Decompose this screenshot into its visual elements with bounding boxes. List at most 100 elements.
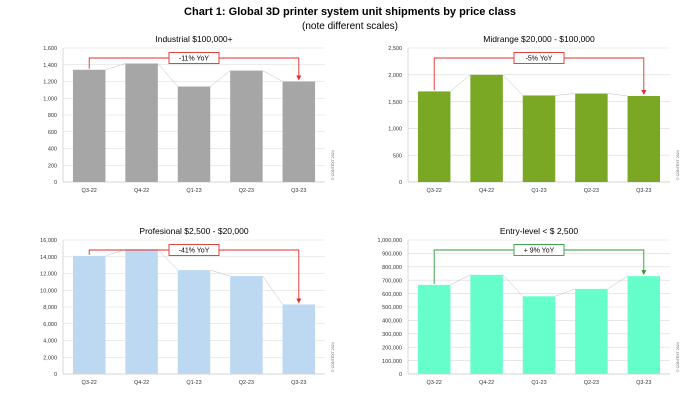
figure-title: Chart 1: Global 3D printer system unit s… bbox=[184, 6, 516, 18]
bar-q3-23 bbox=[627, 95, 661, 182]
y-tick-label: 500,000 bbox=[382, 305, 402, 311]
bar-q2-23 bbox=[230, 70, 263, 182]
y-tick-label: 0 bbox=[54, 372, 57, 378]
yoy-annotation-label: + 9% YoY bbox=[524, 248, 555, 255]
x-tick-label: Q3-23 bbox=[291, 188, 306, 194]
y-tick-label: 0 bbox=[54, 180, 57, 186]
bar-connector bbox=[157, 63, 178, 87]
bar-connector bbox=[555, 93, 576, 96]
yoy-annotation-label: -5% YoY bbox=[526, 56, 553, 63]
x-tick-label: Q4-22 bbox=[134, 380, 149, 386]
bar-q3-22 bbox=[72, 69, 106, 182]
bar-q3-22 bbox=[72, 255, 106, 374]
watermark-label: © CONTEXT 2024 bbox=[331, 150, 335, 180]
bar-connector bbox=[607, 93, 628, 97]
bar-connector bbox=[157, 249, 178, 271]
watermark-label: © CONTEXT 2024 bbox=[331, 342, 335, 372]
chart-panel-midrange: Midrange $20,000 - $100,000 0 500 1,000 1,50… bbox=[388, 34, 680, 194]
yoy-arrowhead bbox=[296, 75, 302, 81]
x-tick-label: Q3-22 bbox=[82, 380, 97, 386]
y-tick-label: 800,000 bbox=[382, 265, 402, 271]
figure-subtitle: (note different scales) bbox=[302, 21, 398, 32]
watermark-label: © CONTEXT 2024 bbox=[676, 150, 680, 180]
y-tick-label: 1,000 bbox=[388, 127, 402, 133]
x-tick-label: Q3-23 bbox=[636, 380, 651, 386]
y-tick-label: 600,000 bbox=[382, 292, 402, 298]
bar-q3-22 bbox=[417, 91, 451, 182]
y-tick-label: 4,000 bbox=[43, 339, 57, 345]
y-tick-label: 200,000 bbox=[382, 345, 402, 351]
y-tick-label: 14,000 bbox=[40, 255, 57, 261]
yoy-annotation-box bbox=[168, 52, 220, 64]
x-tick-label: Q4-22 bbox=[479, 188, 494, 194]
panel-title: Midrange $20,000 - $100,000 bbox=[483, 34, 595, 44]
x-tick-label: Q1-23 bbox=[186, 188, 201, 194]
x-tick-label: Q3-22 bbox=[427, 380, 442, 386]
chart-panel-industrial: Industrial $100,000+ 0 200 400 600 800 1,000 1,… bbox=[43, 34, 335, 194]
bar-q1-23 bbox=[522, 95, 556, 182]
y-tick-label: 400,000 bbox=[382, 319, 402, 325]
y-tick-label: 6,000 bbox=[43, 322, 57, 328]
yoy-arrowhead bbox=[296, 298, 302, 304]
x-tick-label: Q1-23 bbox=[186, 380, 201, 386]
bar-connector bbox=[210, 70, 231, 87]
bar-connector bbox=[262, 275, 283, 305]
x-tick-label: Q2-23 bbox=[239, 380, 254, 386]
y-tick-label: 500 bbox=[393, 153, 402, 159]
y-tick-label: 12,000 bbox=[40, 272, 57, 278]
y-tick-label: 1,400 bbox=[43, 63, 57, 69]
panel-title: Industrial $100,000+ bbox=[155, 34, 232, 44]
bar-q2-23 bbox=[230, 276, 263, 374]
y-tick-label: 16,000 bbox=[40, 238, 57, 244]
bar-q3-23 bbox=[627, 276, 661, 374]
bar-q1-23 bbox=[177, 270, 211, 374]
x-tick-label: Q3-23 bbox=[291, 380, 306, 386]
y-tick-label: 1,200 bbox=[43, 80, 57, 86]
x-tick-label: Q1-23 bbox=[531, 188, 546, 194]
bar-connector bbox=[262, 70, 283, 82]
yoy-annotation-box bbox=[168, 244, 220, 256]
y-tick-label: 200 bbox=[48, 163, 57, 169]
x-tick-label: Q3-22 bbox=[82, 188, 97, 194]
y-tick-label: 600 bbox=[48, 130, 57, 136]
y-tick-label: 0 bbox=[399, 180, 402, 186]
x-tick-label: Q4-22 bbox=[479, 380, 494, 386]
panel-title: Profesional $2,500 - $20,000 bbox=[139, 226, 248, 236]
y-tick-label: 800 bbox=[48, 113, 57, 119]
x-tick-label: Q2-23 bbox=[584, 380, 599, 386]
bar-q4-22 bbox=[125, 249, 158, 374]
y-tick-label: 10,000 bbox=[40, 288, 57, 294]
y-tick-label: 0 bbox=[399, 372, 402, 378]
x-tick-label: Q4-22 bbox=[134, 188, 149, 194]
x-tick-label: Q2-23 bbox=[584, 188, 599, 194]
chart-panel-entry-level: Entry-level < $ 2,500 0 100,000 200,000 300,… bbox=[378, 226, 680, 386]
bar-connector bbox=[450, 74, 471, 92]
y-tick-label: 1,000,000 bbox=[378, 238, 402, 244]
y-tick-label: 900,000 bbox=[382, 252, 402, 258]
y-tick-label: 300,000 bbox=[382, 332, 402, 338]
yoy-arrowhead bbox=[641, 89, 647, 95]
x-tick-label: Q3-22 bbox=[427, 188, 442, 194]
bar-q3-23 bbox=[282, 81, 316, 182]
y-tick-label: 1,000 bbox=[43, 96, 57, 102]
y-tick-label: 1,600 bbox=[43, 46, 57, 52]
bar-connector bbox=[105, 63, 126, 71]
chart-panel-professional: Profesional $2,500 - $20,000 0 2,000 4,000 6… bbox=[40, 226, 335, 386]
y-tick-label: 700,000 bbox=[382, 278, 402, 284]
bar-connector bbox=[502, 274, 523, 297]
bar-q4-22 bbox=[470, 274, 503, 374]
yoy-annotation-box bbox=[513, 52, 565, 64]
yoy-annotation-label: -11% YoY bbox=[179, 56, 210, 63]
panel-title: Entry-level < $ 2,500 bbox=[500, 226, 578, 236]
bar-q3-23 bbox=[282, 304, 316, 374]
bar-q2-23 bbox=[575, 93, 608, 182]
yoy-arrowhead bbox=[641, 270, 647, 276]
bar-q4-22 bbox=[470, 74, 503, 182]
y-tick-label: 1,500 bbox=[388, 100, 402, 106]
bar-q3-22 bbox=[417, 284, 451, 374]
watermark-label: © CONTEXT 2024 bbox=[676, 342, 680, 372]
bar-q1-23 bbox=[177, 86, 211, 182]
yoy-annotation-label: -41% YoY bbox=[179, 248, 210, 255]
bar-q4-22 bbox=[125, 63, 158, 182]
y-tick-label: 2,000 bbox=[43, 355, 57, 361]
